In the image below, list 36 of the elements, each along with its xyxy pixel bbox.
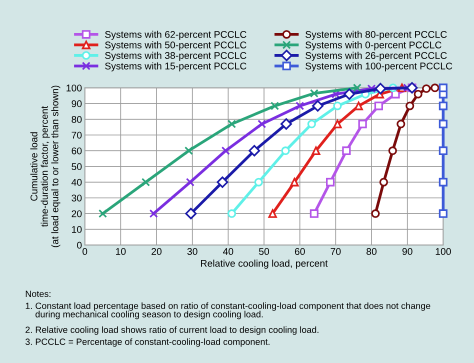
legend-label: Systems with 26-percent PCCLC: [306, 52, 447, 61]
y-tick-label: 10: [72, 226, 82, 233]
legend-label: Systems with 15-percent PCCLC: [105, 62, 246, 72]
x-axis-title: Relative cooling load, percent: [201, 260, 328, 269]
y-tick-label: 0: [77, 242, 82, 249]
x-tick-label: 90: [402, 248, 412, 255]
x-tick-label: 70: [330, 248, 341, 255]
y-tick-label: 40: [71, 178, 82, 186]
y-axis-title: Cumulative load time-duration factor, percent (at load equal to or lower than shown): [30, 86, 60, 248]
x-tick-label: 20: [152, 248, 162, 255]
legend-label: Systems with 50-percent PCCLC: [105, 41, 246, 50]
x-tick-label: 10: [116, 248, 126, 255]
y-tick-label: 30: [72, 194, 82, 202]
x-tick-label: 60: [294, 248, 305, 255]
y-tick-label: 60: [72, 147, 82, 154]
y-tick-label: 50: [72, 163, 82, 170]
x-tick-label: 30: [187, 248, 198, 255]
legend-label: Systems with 80-percent PCCLC: [306, 30, 447, 40]
y-tick-label: 70: [72, 132, 82, 139]
legend-label: Systems with 38-percent PCCLC: [105, 52, 246, 61]
x-tick-label: 100: [436, 248, 451, 255]
x-tick-label: 0: [82, 248, 88, 255]
legend-label: Systems with 0-percent PCCLC: [306, 41, 442, 50]
y-tick-label: 90: [72, 100, 82, 108]
y-tick-label: 100: [66, 84, 82, 92]
x-tick-label: 50: [259, 248, 270, 255]
text: 2. Relative cooling load shows ratio of current load to design cooling load.: [26, 326, 318, 335]
text: 1. Constant load percentage based on ratio of constant-cooling-load component that does not change during mechanical cooling season to design cooling load.: [26, 302, 430, 320]
x-tick-label: 40: [223, 248, 234, 255]
legend-label: Systems with 62-percent PCCLC: [105, 30, 246, 40]
y-tick-label: 20: [72, 210, 82, 218]
text: 3. PCCLC = Percentage of constant-cooling-load component.: [25, 338, 270, 347]
y-tick-label: 80: [72, 116, 82, 123]
legend-label: Systems with 100-percent PCCLC: [306, 62, 452, 72]
text: Notes:: [26, 290, 50, 298]
x-tick-label: 80: [366, 248, 377, 255]
